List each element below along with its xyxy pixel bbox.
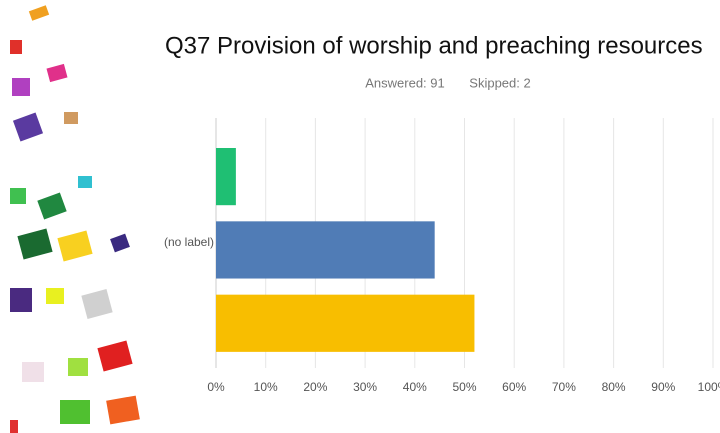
- paint-square: [68, 358, 88, 376]
- x-tick-label: 70%: [552, 380, 576, 394]
- paint-square: [17, 228, 53, 260]
- paint-square: [10, 420, 18, 433]
- paint-square: [78, 176, 92, 188]
- answered: Answered: 91: [365, 75, 445, 90]
- paint-square: [106, 395, 140, 425]
- x-tick-label: 10%: [254, 380, 278, 394]
- x-tick-label: 90%: [651, 380, 675, 394]
- x-tick-label: 0%: [207, 380, 225, 394]
- decoration: [10, 5, 140, 433]
- skipped: Skipped: 2: [469, 75, 530, 90]
- x-tick-label: 100%: [698, 380, 720, 394]
- bar: [216, 148, 236, 206]
- chart-title: Q37 Provision of worship and preaching r…: [165, 32, 703, 59]
- paint-square: [22, 362, 44, 382]
- paint-square: [46, 63, 68, 83]
- x-tick-label: 50%: [452, 380, 476, 394]
- x-tick-label: 80%: [602, 380, 626, 394]
- paint-square: [57, 230, 93, 262]
- x-tick-label: 30%: [353, 380, 377, 394]
- paint-square: [46, 288, 64, 304]
- paint-square: [81, 289, 113, 319]
- bar: [216, 221, 435, 279]
- paint-square: [12, 112, 44, 142]
- paint-square: [97, 340, 133, 372]
- x-tick-label: 40%: [403, 380, 427, 394]
- x-tick-label: 20%: [303, 380, 327, 394]
- paint-square: [37, 192, 67, 220]
- paint-square: [60, 400, 90, 424]
- paint-square: [10, 40, 22, 54]
- y-tick-label: (no label): [164, 235, 214, 249]
- paint-square: [110, 233, 130, 253]
- paint-square: [64, 112, 78, 124]
- x-tick-label: 60%: [502, 380, 526, 394]
- paint-square: [28, 5, 50, 21]
- bar: [216, 294, 475, 352]
- paint-square: [10, 288, 32, 312]
- paint-square: [10, 188, 26, 204]
- paint-square: [12, 78, 30, 96]
